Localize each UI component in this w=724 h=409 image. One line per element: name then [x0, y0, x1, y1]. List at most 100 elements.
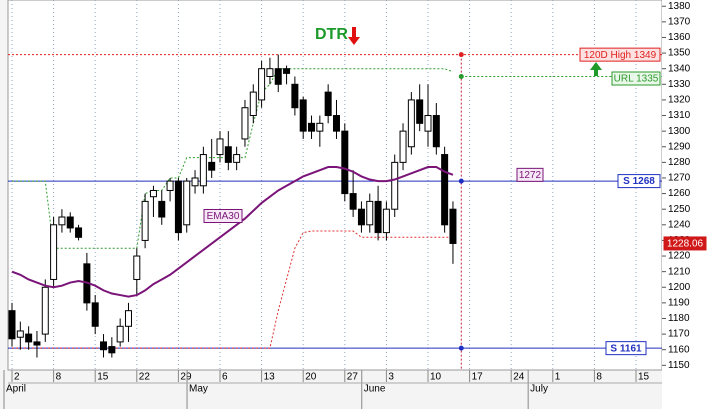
- candle-body: [8, 310, 16, 340]
- candle-body: [108, 346, 116, 354]
- candle-body: [224, 146, 232, 163]
- y-tick-label: 1270: [668, 173, 691, 184]
- candle-body: [41, 286, 49, 335]
- candle-body: [16, 330, 24, 338]
- x-tick-label: 1: [555, 372, 561, 383]
- x-tick-label: 15: [97, 372, 109, 383]
- month-label: July: [530, 384, 548, 395]
- last-price-label-box: [663, 236, 707, 251]
- x-tick-label: 27: [347, 372, 359, 383]
- x-tick-label: 8: [596, 372, 602, 383]
- level-label: S 1268: [623, 176, 655, 187]
- candle-body: [133, 255, 141, 280]
- candle-body: [183, 180, 191, 226]
- x-tick-label: 17: [472, 372, 484, 383]
- level-label-box: [605, 341, 647, 356]
- y-tick-label: 1360: [668, 32, 691, 43]
- candle-body: [33, 341, 41, 346]
- x-tick-label: 15: [638, 372, 650, 383]
- candle-body: [166, 180, 174, 191]
- y-tick-label: 1210: [668, 266, 691, 277]
- level-marker: [458, 73, 464, 79]
- level-label: S 1161: [610, 343, 642, 354]
- x-tick-label: 13: [264, 372, 276, 383]
- y-axis-area: [662, 0, 724, 409]
- candle-body: [91, 302, 99, 327]
- candle-body: [449, 208, 457, 244]
- y-tick-label: 1260: [668, 188, 691, 199]
- candle-body: [199, 154, 207, 187]
- y-tick-label: 1240: [668, 219, 691, 230]
- ema-last-label-box: [516, 167, 544, 182]
- ema-label-box: [203, 209, 243, 223]
- x-tick-label: 20: [305, 372, 317, 383]
- y-tick-label: 1200: [668, 282, 691, 293]
- candle-body: [266, 68, 274, 77]
- candle-body: [124, 310, 132, 327]
- ema-line: [11, 166, 454, 298]
- month-label: April: [6, 384, 26, 395]
- candle-body: [58, 216, 66, 226]
- y-tick-label: 1340: [668, 63, 691, 74]
- candle-body: [308, 122, 316, 132]
- upper-stop-line: [12, 68, 454, 249]
- y-tick-label: 1180: [668, 313, 690, 324]
- candle-body: [216, 138, 224, 156]
- candle-body: [233, 154, 241, 163]
- y-tick-label: 1350: [668, 48, 691, 59]
- candle-body: [424, 115, 432, 132]
- candle-body: [357, 208, 365, 226]
- candle-body: [432, 115, 440, 148]
- candle-body: [291, 83, 299, 109]
- candle-body: [191, 177, 199, 187]
- candle-body: [149, 189, 157, 198]
- candle-body: [299, 99, 307, 132]
- y-tick-label: 1290: [668, 141, 691, 152]
- y-tick-label: 1380: [668, 1, 691, 12]
- candle-body: [174, 180, 182, 234]
- last-price-label: 1228.06: [667, 239, 704, 250]
- candle-body: [332, 115, 340, 132]
- level-label: URL 1335: [614, 74, 659, 85]
- up-arrow: [590, 62, 602, 76]
- level-label-box: [617, 174, 661, 189]
- candle-body: [116, 325, 124, 343]
- candle-body: [66, 216, 74, 229]
- candle-body: [324, 91, 332, 117]
- candle-body: [50, 224, 58, 280]
- candle-body: [391, 161, 399, 210]
- x-tick-label: 22: [139, 372, 151, 383]
- candle-body: [382, 208, 390, 234]
- x-tick-label: 10: [430, 372, 442, 383]
- candle-body: [100, 341, 108, 351]
- level-marker: [458, 345, 464, 351]
- month-label: June: [364, 384, 386, 395]
- candle-body: [241, 107, 249, 140]
- plot-layer: [8, 0, 662, 370]
- y-tick-label: 1150: [668, 360, 690, 371]
- chart-title: DTR: [315, 26, 348, 43]
- level-label-box: [611, 71, 661, 86]
- y-tick-label: 1190: [668, 298, 690, 309]
- plot-area: [7, 0, 663, 371]
- candle-body: [316, 122, 324, 132]
- x-tick-label: 24: [513, 372, 525, 383]
- candle-body: [416, 99, 424, 124]
- candle-body: [349, 193, 357, 210]
- y-tick-label: 1330: [668, 79, 691, 90]
- candle-body: [283, 68, 291, 74]
- y-tick-label: 1310: [668, 110, 691, 121]
- candle-body: [407, 99, 415, 148]
- candle-body: [274, 68, 282, 85]
- candle-body: [25, 333, 33, 343]
- candle-body: [258, 68, 266, 101]
- candle-body: [441, 154, 449, 226]
- level-label: 120D High 1349: [584, 50, 657, 61]
- y-tick-label: 1250: [668, 204, 691, 215]
- candle-body: [141, 200, 149, 241]
- month-label: May: [189, 384, 208, 395]
- ema-label: EMA30: [207, 211, 240, 222]
- x-tick-label: 29: [180, 372, 192, 383]
- y-tick-label: 1320: [668, 95, 691, 106]
